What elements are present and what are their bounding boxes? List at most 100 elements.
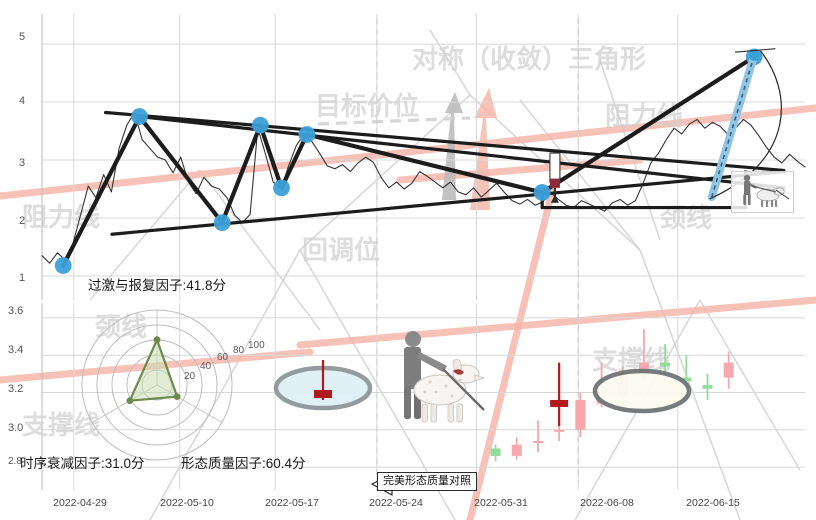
pink-trend-band-4 <box>466 156 564 520</box>
indicator-watermark-1: 支撑线 <box>22 410 100 440</box>
pivot-zigzag-path <box>61 54 757 268</box>
radar-vertex-1 <box>126 397 134 405</box>
candle-body-8[interactable] <box>660 362 671 367</box>
upper-resistance-line <box>103 110 786 173</box>
radar-vertex-2 <box>173 393 181 401</box>
indicator-watermark-2: 支撑线 <box>592 345 670 375</box>
pattern-trendlines <box>61 54 786 268</box>
price-watermark-2: 目标价位 <box>315 91 419 121</box>
dog-spot-2 <box>444 384 448 388</box>
radar-ring-100 <box>81 309 233 461</box>
converging-upper-line <box>137 114 786 190</box>
highlighted-candle-body[interactable] <box>550 399 569 407</box>
radar-ring-80 <box>96 324 218 446</box>
dog-leg-2 <box>447 403 454 423</box>
pivot-marker-P7[interactable] <box>745 48 763 66</box>
dog-harness-handle <box>442 368 485 411</box>
overreaction-factor-label: 过激与报复因子:41.8分 <box>88 278 227 293</box>
pink-trend-band-3 <box>396 156 644 184</box>
dog-spot-3 <box>450 394 454 398</box>
dog-body <box>413 374 467 406</box>
candle-body-1[interactable] <box>511 444 522 456</box>
dog-head <box>452 364 480 384</box>
ytick-price-4: 4 <box>19 95 26 107</box>
breakout-arrow-icon <box>550 194 559 203</box>
xtick-3: 2022-05-24 <box>369 497 423 509</box>
price-watermark-0: 阻力线 <box>22 202 100 232</box>
dog-walker-leg-right <box>414 386 421 419</box>
pivot-marker-P5[interactable] <box>298 126 316 143</box>
xtick-0: 2022-04-29 <box>53 497 107 509</box>
time-decay-factor-label: 时序衰减因子:31.0分 <box>20 456 145 471</box>
pink-trend-band-1 <box>0 348 314 384</box>
price-watermark-1: 回调位 <box>302 235 380 265</box>
radar-spoke-1 <box>91 384 158 423</box>
candle-body-7[interactable] <box>638 362 649 374</box>
pivot-marker-P0[interactable] <box>54 257 72 274</box>
radar-tick-100: 100 <box>248 340 265 351</box>
dog-snout <box>474 374 486 382</box>
breakout-candle <box>549 152 561 203</box>
price-line-close-price <box>41 111 806 264</box>
dog-leg-3 <box>456 403 463 423</box>
dog-spot-0 <box>428 380 432 384</box>
dog-walker-torso <box>404 347 421 389</box>
candle-body-9[interactable] <box>681 377 692 382</box>
pink-up-arrow-icon <box>470 88 497 210</box>
ellipse-ring-icon-left <box>273 365 373 411</box>
candle-body-0[interactable] <box>490 448 501 456</box>
dog-ear <box>452 358 462 371</box>
radar-inset-chart <box>81 309 233 461</box>
dog-spot-5 <box>458 378 462 382</box>
pattern-pivot-markers <box>54 48 763 274</box>
pivot-marker-P1[interactable] <box>131 108 148 125</box>
candle-body-5[interactable] <box>596 390 607 404</box>
grid-lines <box>41 14 805 490</box>
ytick-price-2: 2 <box>19 215 26 227</box>
ellipse-ring-icon-right <box>592 368 692 414</box>
candle-body-11[interactable] <box>723 362 734 378</box>
pivot-marker-P6[interactable] <box>533 184 551 201</box>
pivot-marker-P4[interactable] <box>273 179 290 197</box>
xtick-1: 2022-05-10 <box>160 497 214 509</box>
dog-spot-1 <box>434 390 438 394</box>
price-watermark-4: 阻力线 <box>605 101 683 131</box>
projection-target-marker[interactable] <box>748 50 760 61</box>
dog-walker-head <box>405 331 421 347</box>
dog-walker-leg-left <box>404 386 411 419</box>
dog-walker-arm <box>417 352 447 372</box>
ytick-ind-36: 3.6 <box>8 305 24 317</box>
decorative-guide-line-5 <box>699 299 801 471</box>
perfect-pattern-callout: 完美形态质量对照 <box>377 472 477 492</box>
candle-body-6[interactable] <box>617 373 628 397</box>
target-price-dashed-line <box>317 116 471 126</box>
decorative-guide-line-8 <box>639 249 741 520</box>
candle-body-3[interactable] <box>554 429 565 432</box>
xtick-5: 2022-06-08 <box>580 497 634 509</box>
lower-support-line <box>110 170 786 236</box>
decorative-guide-line-4 <box>574 299 701 520</box>
candle-body-4[interactable] <box>575 399 586 430</box>
radar-ring-60 <box>111 339 203 431</box>
pivot-marker-P2[interactable] <box>213 214 231 232</box>
ytick-price-5: 5 <box>19 31 26 43</box>
decorative-guide-line-11 <box>599 59 661 241</box>
person-with-guide-dog-icon <box>743 174 790 207</box>
projection-cap-line <box>735 48 776 53</box>
ytick-ind-34: 3.4 <box>8 344 24 356</box>
dog-harness <box>453 369 464 375</box>
grey-up-arrow-icon <box>442 92 463 200</box>
decorative-guide-line-7 <box>519 99 641 251</box>
decorative-guide-line-2 <box>299 94 471 251</box>
candle-body-2[interactable] <box>532 440 543 443</box>
ytick-ind-30: 3.0 <box>8 422 24 434</box>
dog-leg-1 <box>430 403 437 423</box>
decorative-guide-line-6 <box>429 29 471 96</box>
candle-body-10[interactable] <box>702 385 713 389</box>
radar-spoke-2 <box>156 384 223 423</box>
person-with-guide-dog-icon-bottom <box>404 331 486 423</box>
dog-spot-4 <box>423 390 427 394</box>
pink-trend-band-0 <box>0 104 816 200</box>
pivot-marker-P3[interactable] <box>251 116 269 134</box>
